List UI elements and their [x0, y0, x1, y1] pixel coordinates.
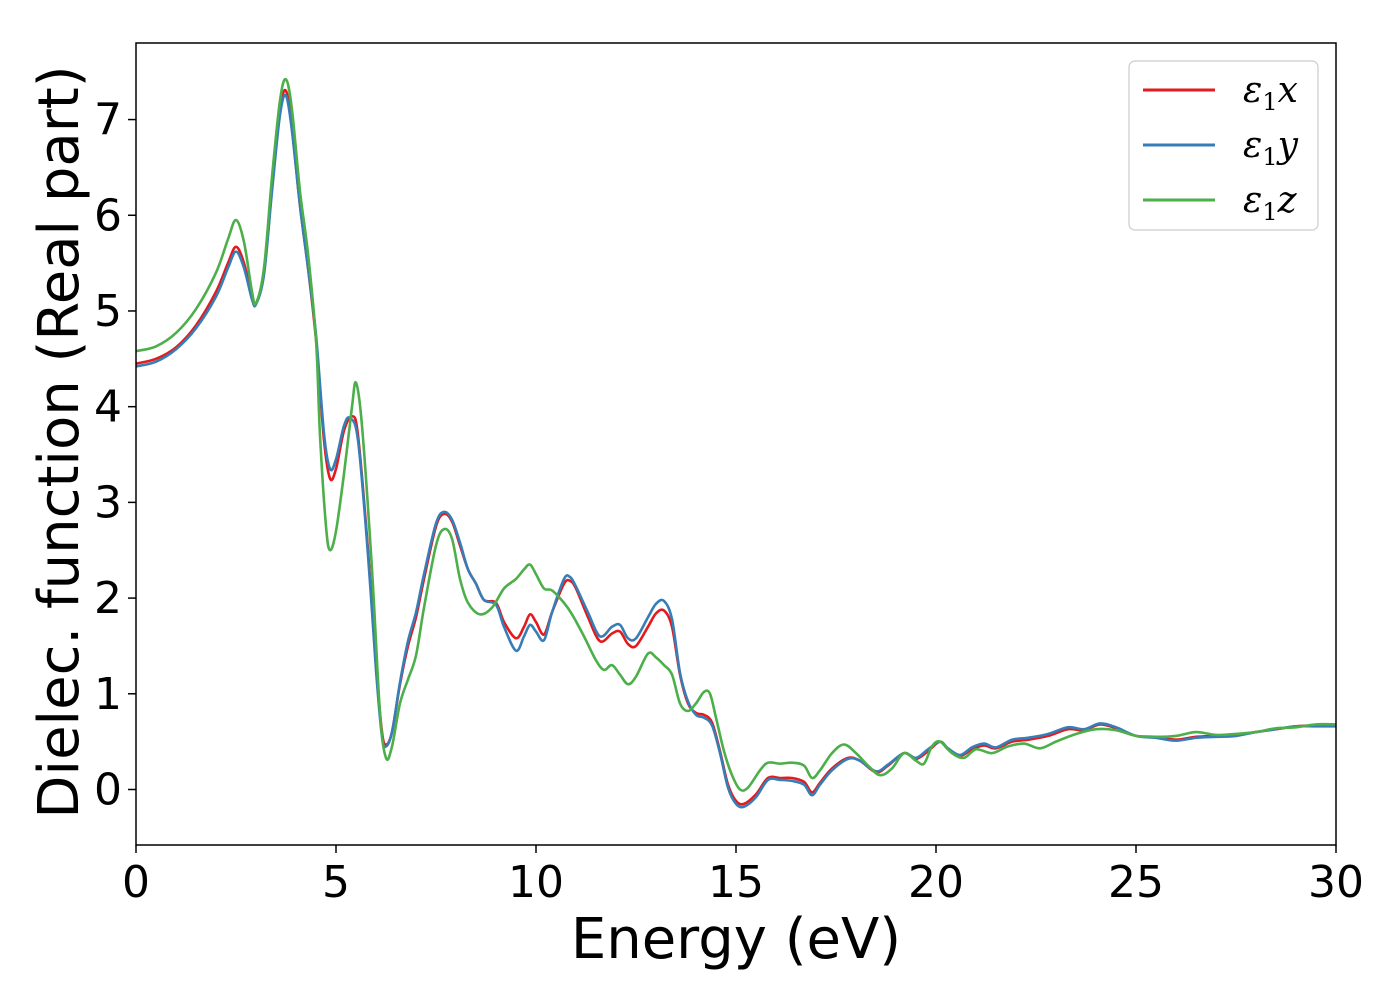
y-axis-label: Dielec. function (Real part) — [27, 65, 92, 818]
x-tick-label: 25 — [1108, 857, 1164, 908]
series-layer — [136, 77, 1336, 809]
y-tick-label: 0 — [94, 764, 122, 815]
x-tick-label: 15 — [708, 857, 764, 908]
x-axis-label: Energy (eV) — [571, 907, 901, 972]
y-tick-label: 3 — [94, 477, 122, 528]
y-tick-label: 6 — [94, 190, 122, 241]
x-tick-label: 30 — [1308, 857, 1364, 908]
legend-label: ε1x — [1243, 70, 1298, 116]
y-axis-ticks: 0 1 2 3 4 5 6 7 — [94, 95, 136, 815]
y-tick-label: 2 — [94, 573, 122, 624]
legend-label: ε1y — [1243, 125, 1299, 171]
x-tick-label: 5 — [322, 857, 350, 908]
y-tick-label: 7 — [94, 95, 122, 146]
series-line-z — [136, 77, 1336, 792]
legend-box — [1128, 60, 1319, 231]
x-tick-label: 20 — [908, 857, 964, 908]
x-tick-label: 0 — [122, 857, 150, 908]
x-axis-ticks: 0 5 10 15 20 25 30 — [122, 845, 1364, 908]
y-tick-label: 5 — [94, 286, 122, 337]
series-line-y — [136, 93, 1336, 809]
legend-label: ε1z — [1243, 180, 1298, 226]
y-tick-label: 4 — [94, 382, 122, 433]
legend: ε1x ε1y ε1z — [1128, 60, 1319, 231]
y-tick-label: 1 — [94, 669, 122, 720]
x-tick-label: 10 — [508, 857, 564, 908]
